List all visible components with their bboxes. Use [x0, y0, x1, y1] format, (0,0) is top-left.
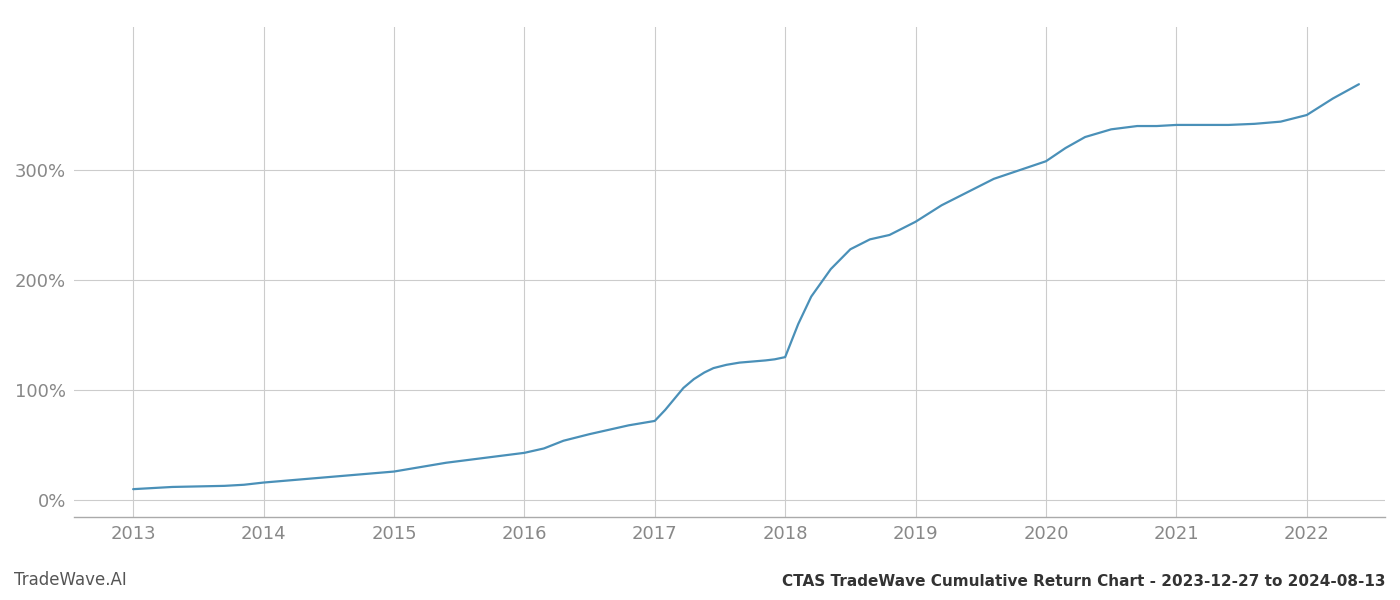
- Text: CTAS TradeWave Cumulative Return Chart - 2023-12-27 to 2024-08-13: CTAS TradeWave Cumulative Return Chart -…: [783, 574, 1386, 589]
- Text: TradeWave.AI: TradeWave.AI: [14, 571, 127, 589]
